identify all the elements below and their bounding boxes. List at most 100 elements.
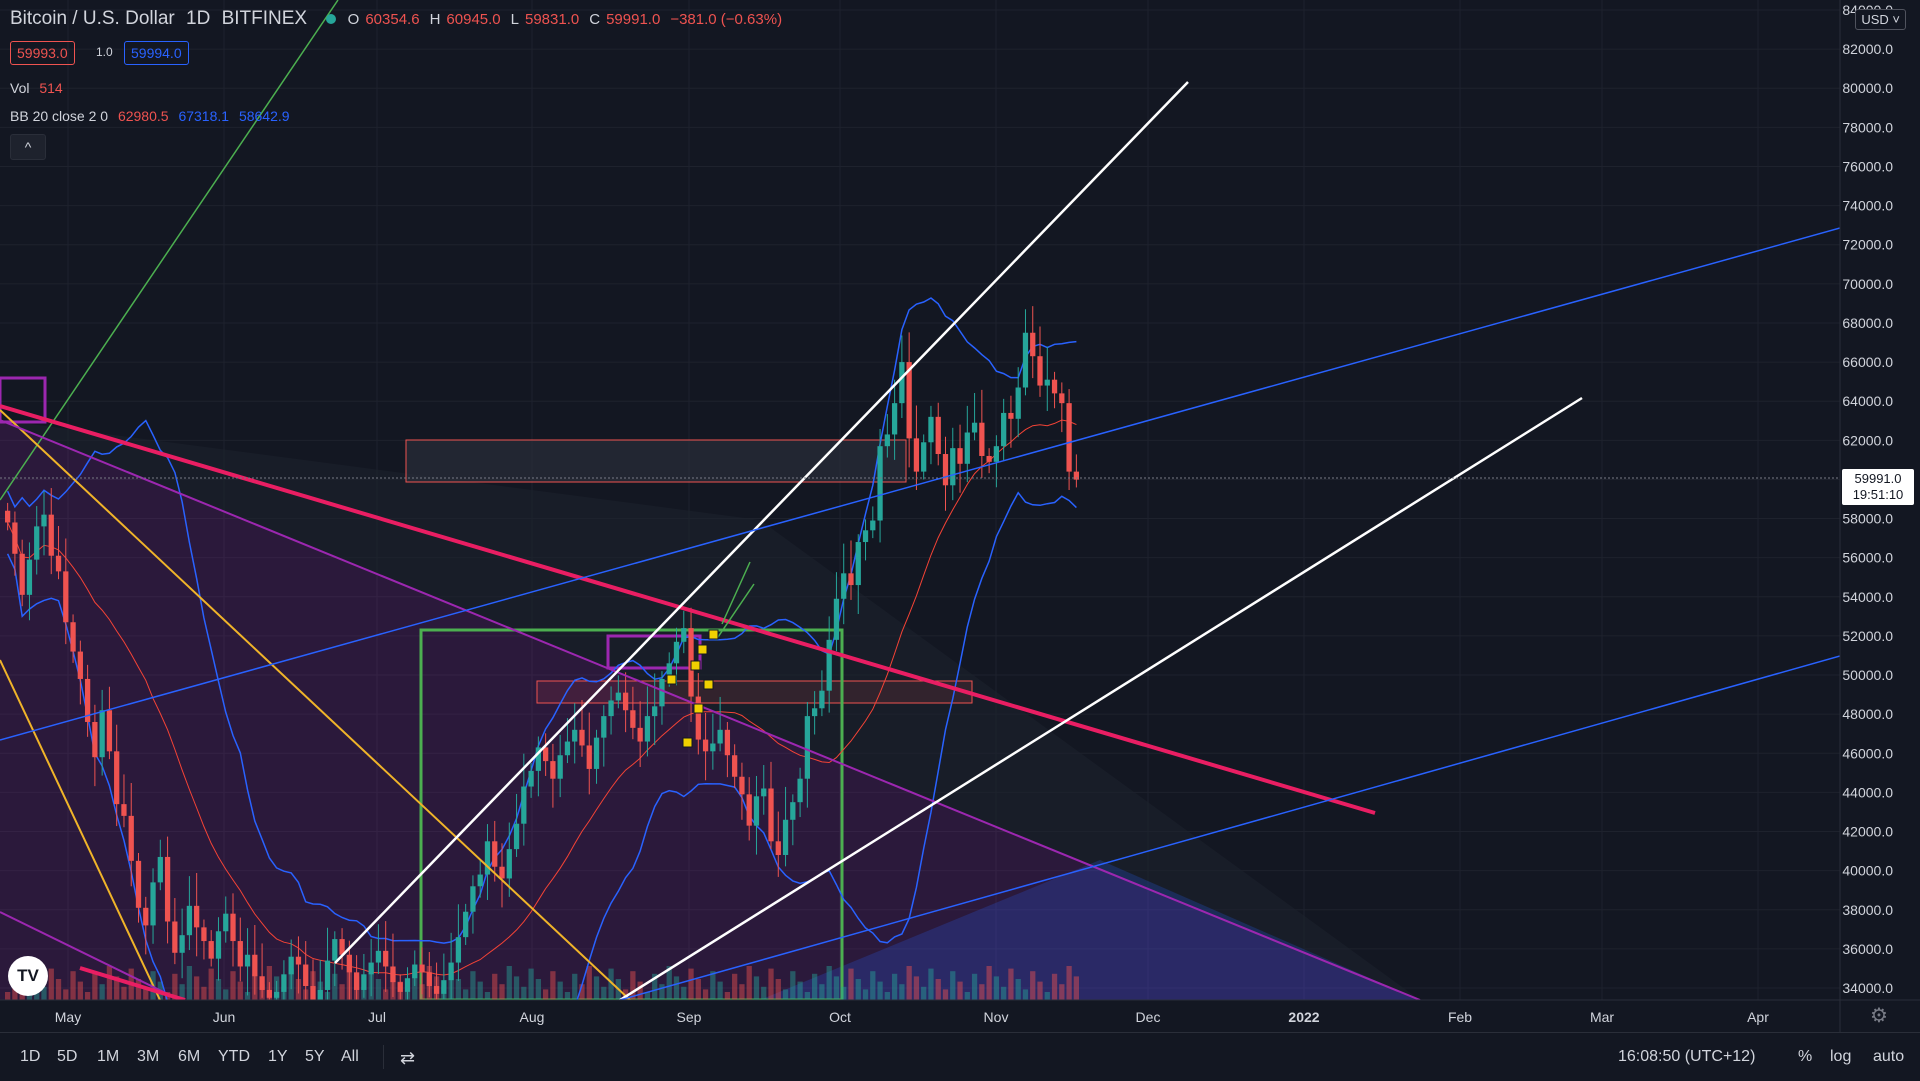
trendline-green-steep[interactable] [0, 0, 339, 501]
volume-bar [339, 984, 345, 1000]
time-tick-label: Dec [1136, 1009, 1161, 1025]
range-1y[interactable]: 1Y [268, 1048, 288, 1065]
candle-body [899, 362, 905, 404]
candle-body [55, 555, 62, 572]
bar-countdown: 19:51:10 [1852, 487, 1904, 502]
tradingview-logo-icon[interactable]: TV [8, 956, 48, 996]
range-all[interactable]: All [341, 1048, 359, 1065]
candle-body [586, 745, 592, 769]
candle-body [659, 678, 665, 707]
candle-body [317, 989, 323, 1000]
candle-body [121, 804, 127, 816]
trendline-white-channel-top[interactable] [334, 81, 1189, 964]
range-6m[interactable]: 6M [178, 1048, 201, 1065]
interval-label[interactable]: 1D [186, 8, 211, 29]
price-tick-label: 54000.0 [1842, 589, 1893, 605]
volume-bar [48, 968, 54, 1000]
candle-body [390, 966, 396, 983]
auto-toggle[interactable]: auto [1873, 1048, 1905, 1065]
volume-bar [833, 976, 840, 1000]
volume-bar [5, 992, 11, 1000]
low-value: 59831.0 [525, 11, 580, 28]
candle-body [964, 432, 970, 464]
trendline-yellow-lower[interactable] [0, 659, 161, 1000]
sell-price-button[interactable]: 59993.0 [10, 41, 75, 65]
trendline-purple-mid[interactable] [0, 419, 1421, 1000]
range-5d[interactable]: 5D [57, 1048, 78, 1065]
volume-bar [1030, 971, 1036, 1000]
candle-body [513, 823, 520, 850]
candle-body [303, 964, 309, 987]
time-tick-label: Jun [213, 1009, 236, 1025]
volume-bar [884, 992, 890, 1000]
bollinger-label: BB 20 close 2 0 [10, 108, 109, 124]
buy-price-button[interactable]: 59994.0 [124, 41, 189, 65]
candle-body [252, 954, 258, 977]
price-tick-label: 66000.0 [1842, 354, 1893, 370]
candle-body [804, 716, 810, 779]
candle-body [797, 778, 803, 803]
volume-legend[interactable]: Vol 514 [10, 80, 63, 96]
candle-body [1030, 332, 1036, 357]
range-5y[interactable]: 5Y [305, 1048, 325, 1065]
candle-body [622, 692, 629, 711]
trendline-white-channel-bottom[interactable] [619, 396, 1583, 1000]
clock-timezone[interactable]: 16:08:50 (UTC+12) [1618, 1048, 1756, 1065]
trendline-purple-low[interactable] [0, 911, 181, 1000]
trendline-green-short[interactable] [721, 561, 751, 625]
resistance-zone-box[interactable] [405, 439, 907, 483]
gear-icon[interactable]: ⚙ [1870, 1005, 1888, 1027]
volume-bar [513, 976, 520, 1000]
volume-bar [1051, 973, 1058, 1000]
candle-body [942, 454, 949, 486]
bollinger-legend[interactable]: BB 20 close 2 0 62980.5 67318.1 58642.9 [10, 108, 290, 124]
date-range-icon[interactable]: ⇄ [400, 1048, 416, 1068]
volume-bar [906, 966, 912, 1000]
collapse-legend-button[interactable]: ^ [10, 134, 46, 160]
time-axis[interactable]: May Jun Jul Aug Sep Oct Nov Dec 2022 Feb Mar Apr [55, 1009, 1769, 1025]
candle-body [768, 788, 774, 842]
candle-body [732, 755, 738, 777]
green-range-box[interactable] [419, 628, 844, 1000]
trendline-green-short-2[interactable] [715, 583, 755, 641]
trendline-pink-low[interactable] [79, 966, 186, 1000]
volume-bar [41, 986, 47, 1000]
currency-selector[interactable]: USD ˅ [1855, 9, 1906, 30]
candle-body [324, 960, 331, 990]
percent-toggle[interactable]: % [1798, 1048, 1813, 1065]
candle-body [477, 874, 483, 887]
time-tick-label: 2022 [1288, 1009, 1319, 1025]
purple-box-top-left[interactable] [0, 376, 47, 424]
bottom-toolbar: 1D 5D 1M 3M 6M YTD 1Y 5Y All ⇄ 16:08:50 … [0, 1032, 1920, 1081]
spread-value: 1.0 [96, 45, 113, 59]
trendline-pink-main[interactable] [0, 404, 1376, 815]
price-tick-label: 72000.0 [1842, 237, 1893, 253]
candle-body [971, 422, 978, 433]
market-status-icon [326, 13, 337, 24]
candle-body [179, 935, 185, 953]
support-zone-box[interactable] [536, 680, 973, 704]
candle-body [259, 976, 265, 990]
volume-bar [499, 984, 505, 1000]
price-tick-label: 38000.0 [1842, 902, 1893, 918]
range-1d[interactable]: 1D [20, 1048, 41, 1065]
volume-bar [186, 966, 193, 1000]
candle-body [637, 727, 643, 742]
volume-bar [455, 979, 462, 1000]
range-1m[interactable]: 1M [97, 1048, 120, 1065]
low-label: L [510, 11, 519, 28]
candle-body [1044, 379, 1050, 386]
trendline-blue-upper[interactable] [0, 227, 1840, 741]
symbol-name[interactable]: Bitcoin / U.S. Dollar [10, 8, 175, 29]
log-toggle[interactable]: log [1830, 1048, 1852, 1065]
bollinger-upper-band [6, 297, 1077, 944]
volume-bar [1037, 981, 1043, 1000]
volume-bar [208, 968, 214, 1000]
candle-body [404, 978, 411, 992]
range-ytd[interactable]: YTD [218, 1048, 250, 1065]
range-3m[interactable]: 3M [137, 1048, 160, 1065]
trendline-blue-lower[interactable] [619, 655, 1840, 1000]
trendline-yellow-upper[interactable] [0, 409, 631, 1000]
candle-body [782, 819, 789, 855]
